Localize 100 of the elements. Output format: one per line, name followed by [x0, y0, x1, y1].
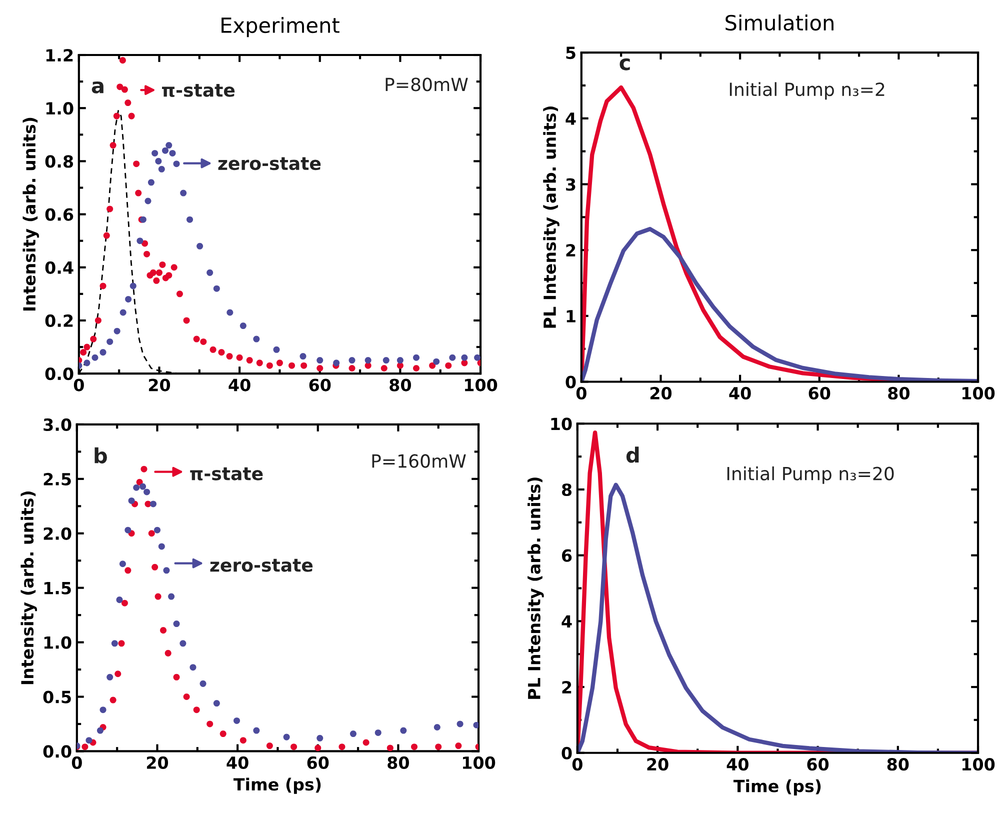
- point: [473, 722, 479, 728]
- point: [128, 112, 135, 120]
- chart-title: Simulation: [726, 14, 834, 31]
- annotation: P=160mW: [372, 454, 466, 468]
- point: [362, 739, 370, 746]
- point: [114, 328, 120, 334]
- point: [246, 357, 253, 364]
- point: [135, 190, 142, 196]
- point: [106, 206, 114, 212]
- point: [253, 727, 260, 734]
- point: [162, 147, 169, 154]
- point: [186, 216, 194, 223]
- point: [435, 744, 442, 750]
- point: [266, 742, 273, 750]
- point: [290, 744, 298, 750]
- point: [110, 142, 116, 149]
- point: [159, 261, 166, 268]
- point: [200, 338, 207, 345]
- x-tick-label: 100: [463, 756, 496, 769]
- x-axis-title: Time (ps): [733, 779, 821, 796]
- point: [236, 354, 243, 361]
- x-tick-label: 40: [226, 756, 248, 769]
- x-tick-label: 80: [887, 758, 909, 771]
- x-tick-label: 60: [307, 756, 329, 769]
- y-tick-label: 1.2: [46, 48, 73, 62]
- point: [154, 526, 160, 534]
- point: [190, 664, 196, 671]
- point: [316, 364, 324, 372]
- point: [169, 150, 176, 156]
- chart-title: Experiment: [222, 16, 340, 38]
- point: [240, 322, 246, 330]
- annotation: π-state: [190, 467, 263, 480]
- x-tick-label: 20: [650, 386, 672, 400]
- point: [166, 272, 172, 279]
- y-tick-label: 8: [562, 483, 572, 496]
- x-tick-label: 0: [576, 386, 586, 400]
- point: [124, 567, 132, 574]
- point: [218, 349, 225, 356]
- point: [316, 357, 324, 364]
- point: [92, 354, 98, 361]
- point: [220, 730, 226, 738]
- point: [253, 336, 260, 342]
- y-tick-label: 2.0: [44, 527, 72, 540]
- point: [116, 596, 123, 604]
- point: [103, 232, 110, 239]
- annotation: zero-state: [210, 558, 313, 572]
- point: [100, 349, 106, 356]
- point: [153, 277, 160, 284]
- x-tick-label: 40: [228, 378, 250, 392]
- point: [176, 290, 183, 298]
- y-tick-label: 10: [551, 418, 572, 430]
- annotation: zero-state: [218, 157, 321, 170]
- annotation: c: [620, 58, 630, 70]
- y-tick-label: 1.5: [44, 582, 71, 594]
- point: [96, 727, 104, 734]
- point: [445, 362, 452, 369]
- point: [142, 240, 148, 247]
- annotation: π-state: [162, 84, 235, 97]
- point: [386, 744, 394, 752]
- point: [380, 364, 388, 372]
- point: [474, 354, 481, 361]
- point: [234, 717, 240, 724]
- y-tick-label: 2: [562, 680, 572, 694]
- point: [173, 620, 180, 628]
- point: [413, 364, 420, 372]
- annotation: Initial Pump n₃=2: [730, 82, 884, 100]
- y-tick-label: 0.0: [45, 368, 74, 380]
- point: [160, 627, 167, 634]
- x-tick-label: 80: [388, 756, 409, 769]
- x-tick-label: 80: [888, 386, 910, 400]
- y-axis-title: PL Intensity (arb. units): [528, 478, 544, 699]
- point: [364, 357, 372, 364]
- point: [82, 744, 88, 750]
- point: [461, 354, 468, 361]
- y-axis-title: PL Intensity (arb. units): [543, 106, 560, 328]
- point: [121, 600, 128, 606]
- point: [100, 282, 106, 290]
- x-tick-label: 40: [729, 386, 751, 400]
- x-tick-label: 60: [309, 378, 331, 392]
- point: [110, 696, 116, 704]
- x-tick-label: 80: [390, 378, 411, 392]
- point: [100, 706, 106, 714]
- y-tick-label: 6: [562, 549, 572, 562]
- point: [150, 269, 156, 276]
- point: [111, 640, 118, 647]
- point: [120, 309, 126, 316]
- x-tick-label: 40: [726, 758, 748, 771]
- y-tick-label: 0.5: [43, 690, 71, 704]
- x-axis-title: Time (ps): [233, 778, 321, 794]
- point: [136, 238, 144, 244]
- x-tick-label: 100: [962, 386, 995, 400]
- y-tick-label: 0.0: [43, 745, 72, 758]
- point: [80, 349, 87, 356]
- annotation: d: [626, 446, 639, 463]
- point: [449, 354, 456, 361]
- y-tick-label: 1: [566, 310, 576, 322]
- annotation: a: [92, 81, 104, 94]
- point: [300, 353, 306, 360]
- annotation: b: [94, 447, 107, 464]
- point: [121, 86, 128, 93]
